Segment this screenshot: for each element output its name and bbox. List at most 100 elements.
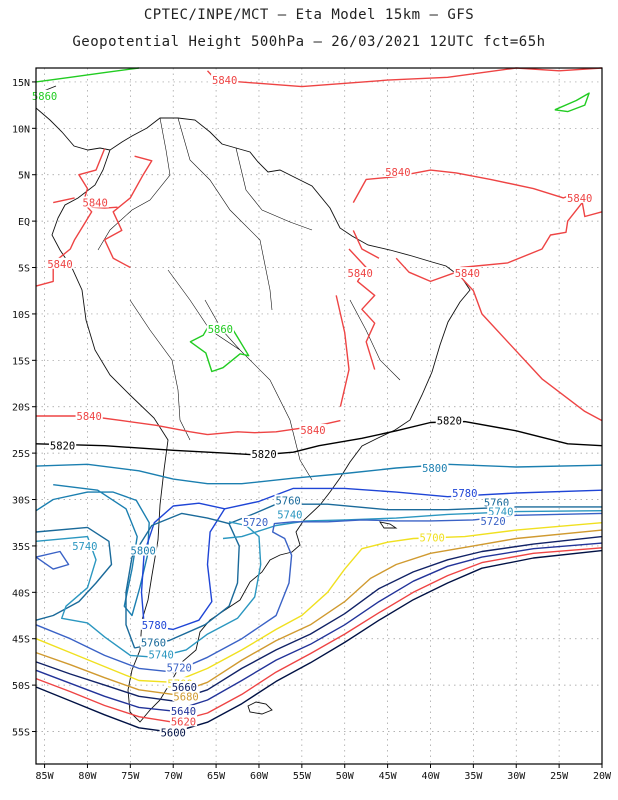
contour-label-bg bbox=[169, 715, 198, 727]
coastline-south-america bbox=[51, 117, 471, 723]
contour-5800 bbox=[35, 484, 150, 617]
lon-tick-label: 30W bbox=[507, 771, 526, 782]
contour-label-bg bbox=[421, 461, 449, 473]
lat-tick-label: 10S bbox=[12, 310, 30, 321]
lat-tick-label: 30S bbox=[12, 496, 30, 507]
contour-label-bg bbox=[384, 165, 412, 177]
contour-label-bg bbox=[211, 74, 239, 86]
lat-tick-label: 55S bbox=[12, 728, 30, 739]
contour-label-bg bbox=[71, 539, 99, 551]
lon-tick-label: 20W bbox=[593, 771, 612, 782]
contour-label-bg bbox=[139, 636, 168, 648]
contour-label-5760: 5760 bbox=[275, 495, 300, 507]
contour-5840 bbox=[395, 257, 603, 422]
lon-tick-label: 40W bbox=[421, 771, 440, 782]
lat-tick-label: 5N bbox=[18, 171, 30, 182]
island bbox=[379, 521, 398, 529]
contour-label-5720: 5720 bbox=[480, 516, 505, 528]
contour-label-5760: 5760 bbox=[141, 637, 166, 649]
contour-5760 bbox=[35, 526, 113, 621]
contour-label-5800: 5800 bbox=[131, 546, 156, 558]
contour-label-5840: 5840 bbox=[212, 75, 237, 87]
contour-label-5840: 5840 bbox=[567, 193, 592, 205]
lon-tick-label: 70W bbox=[164, 771, 183, 782]
contour-5840 bbox=[335, 295, 350, 407]
contour-label-bg bbox=[48, 439, 77, 451]
contour-label-bg bbox=[299, 423, 327, 435]
contour-label-bg bbox=[418, 531, 446, 543]
contour-labels: 5860 5860 5840 5840 5840 5840 5840 5840 5840 5840… bbox=[30, 74, 594, 739]
contour-label-bg bbox=[159, 726, 187, 738]
lat-tick-label: 15N bbox=[12, 78, 30, 89]
lon-tick-label: 25W bbox=[550, 771, 569, 782]
contour-label-bg bbox=[147, 648, 175, 660]
contour-label-bg bbox=[250, 448, 278, 460]
contour-label-5740: 5740 bbox=[72, 541, 97, 553]
contour-5740 bbox=[35, 521, 262, 658]
contour-5840 bbox=[207, 419, 341, 436]
contour-label-bg bbox=[81, 196, 109, 208]
lon-tick-label: 85W bbox=[36, 771, 55, 782]
contour-label-bg bbox=[30, 89, 59, 101]
contour-label-5840: 5840 bbox=[47, 259, 72, 271]
contour-5860 bbox=[35, 67, 139, 83]
lon-tick-label: 80W bbox=[78, 771, 97, 782]
contour-5620 bbox=[35, 547, 603, 723]
lat-tick-label: 50S bbox=[12, 681, 30, 692]
map-frame bbox=[35, 67, 603, 765]
contour-5860 bbox=[554, 92, 590, 113]
lat-tick-label: EQ bbox=[18, 217, 30, 228]
contour-5840 bbox=[53, 197, 75, 204]
contour-label-5820: 5820 bbox=[437, 416, 462, 428]
contour-5720 bbox=[35, 512, 603, 673]
lat-tick-label: 15S bbox=[12, 356, 30, 367]
contour-label-5840: 5840 bbox=[83, 198, 108, 210]
contour-label-5720: 5720 bbox=[167, 662, 192, 674]
lon-tick-label: 65W bbox=[207, 771, 226, 782]
contour-label-5680: 5680 bbox=[173, 691, 198, 703]
contour-5820 bbox=[35, 420, 603, 456]
lon-tick-label: 35W bbox=[464, 771, 483, 782]
contour-5640 bbox=[35, 542, 603, 712]
contour-label-bg bbox=[479, 514, 507, 526]
contour-label-5860: 5860 bbox=[208, 324, 233, 336]
contour-label-5720: 5720 bbox=[243, 517, 268, 529]
contour-label-bg bbox=[165, 661, 193, 673]
lat-tick-label: 20S bbox=[12, 403, 30, 414]
map-subtitle: Geopotential Height 500hPa – 26/03/2021 … bbox=[72, 34, 546, 50]
contour-label-5840: 5840 bbox=[300, 425, 325, 437]
contour-5840 bbox=[352, 230, 380, 259]
lat-tick-label: 10N bbox=[12, 124, 30, 135]
lat-tick-label: 25S bbox=[12, 449, 30, 460]
contour-label-bg bbox=[453, 267, 481, 279]
lat-tick-label: 45S bbox=[12, 635, 30, 646]
contour-label-5740: 5740 bbox=[277, 509, 302, 521]
lon-tick-label: 50W bbox=[336, 771, 355, 782]
contour-label-5620: 5620 bbox=[171, 716, 196, 728]
contour-5840 bbox=[460, 201, 603, 269]
contour-label-bg bbox=[75, 410, 103, 421]
contour-label-bg bbox=[487, 505, 515, 517]
contour-label-5800: 5800 bbox=[422, 463, 447, 475]
contour-label-5700: 5700 bbox=[420, 533, 445, 545]
contour-label-bg bbox=[435, 414, 463, 426]
contour-5860 bbox=[189, 322, 250, 373]
contour-label-5660: 5660 bbox=[172, 682, 197, 694]
lat-tick-label: 40S bbox=[12, 588, 30, 599]
contour-label-5840: 5840 bbox=[455, 268, 480, 280]
lon-tick-label: 75W bbox=[121, 771, 140, 782]
contour-5840 bbox=[103, 155, 153, 269]
contour-label-bg bbox=[169, 705, 198, 717]
contour-label-5640: 5640 bbox=[171, 706, 196, 718]
contour-5680 bbox=[35, 529, 603, 696]
map-title: CPTEC/INPE/MCT – Eta Model 15km – GFS bbox=[143, 7, 475, 23]
contour-5720 bbox=[35, 550, 70, 570]
contour-5760 bbox=[125, 512, 240, 649]
contour-label-5780: 5780 bbox=[142, 620, 167, 632]
contour-label-bg bbox=[46, 257, 74, 269]
contour-label-5820: 5820 bbox=[251, 449, 276, 461]
axis-ticks: 15N 10N 5N EQ 5S 10S 15S 20S 25S 30S 35S 40S 45S 50S 5… bbox=[12, 78, 612, 782]
contour-label-bg bbox=[346, 267, 374, 279]
falkland-islands bbox=[247, 701, 273, 715]
